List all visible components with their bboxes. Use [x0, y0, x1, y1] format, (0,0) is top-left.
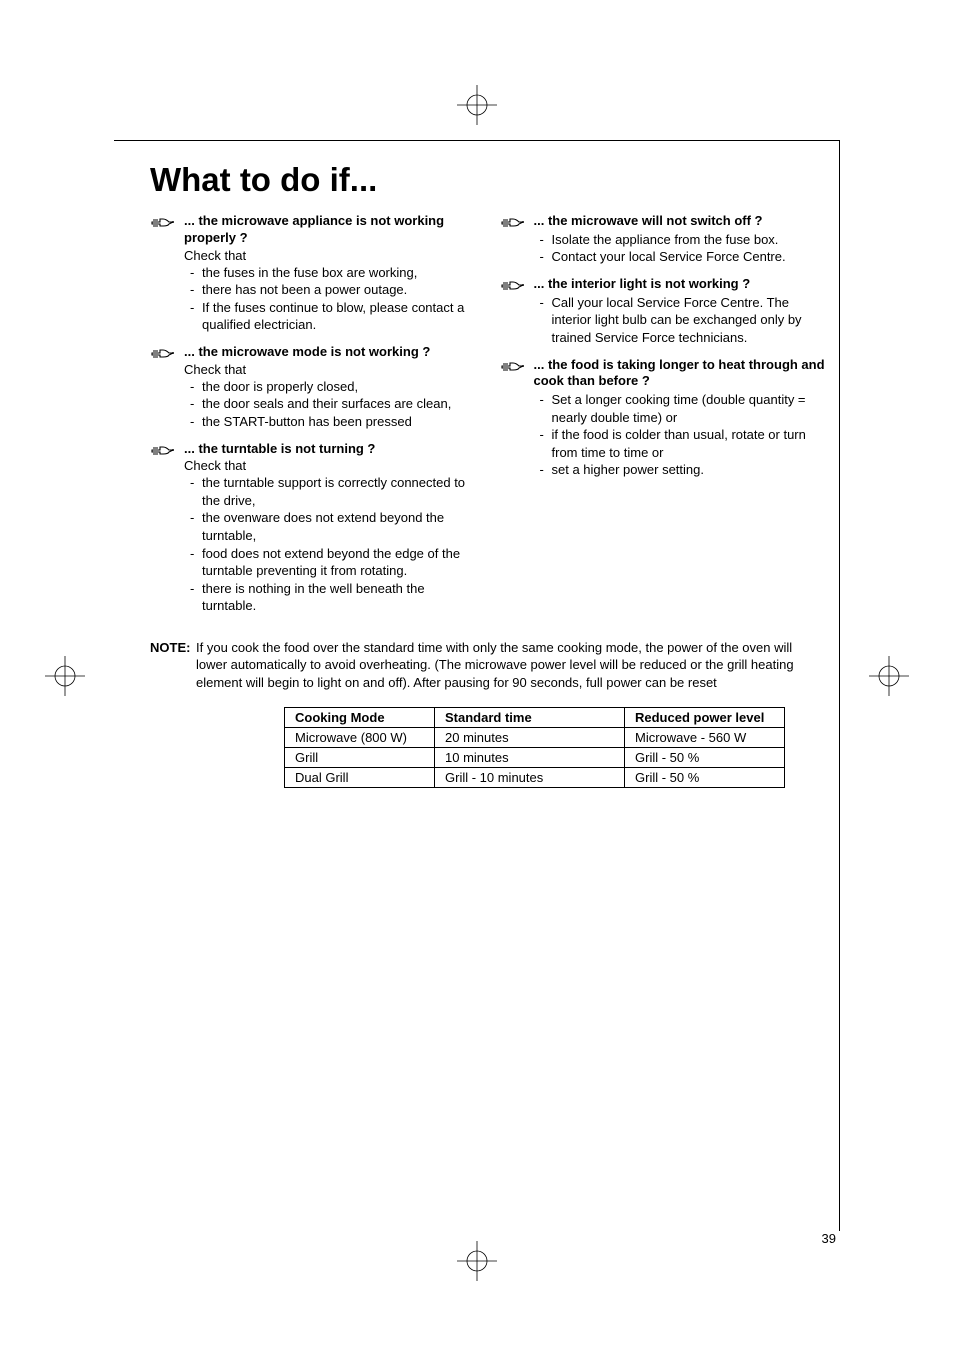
issue-list-item: if the food is colder than usual, rotate…: [534, 426, 832, 461]
issue-block: ... the microwave will not switch off ?I…: [500, 213, 832, 270]
issue-list-item: the fuses in the fuse box are working,: [184, 264, 482, 282]
table-header: Cooking Mode: [285, 708, 435, 728]
hand-pointing-icon: [150, 441, 176, 459]
issue-list-item: set a higher power setting.: [534, 461, 832, 479]
issue-list: the fuses in the fuse box are working,th…: [184, 264, 482, 334]
table-cell: Grill: [285, 748, 435, 768]
issue-title: ... the food is taking longer to heat th…: [534, 357, 832, 391]
issue-block: ... the microwave appliance is not worki…: [150, 213, 482, 338]
issue-list-item: Call your local Service Force Centre. Th…: [534, 294, 832, 347]
right-column: ... the microwave will not switch off ?I…: [500, 213, 832, 625]
issue-list: Call your local Service Force Centre. Th…: [534, 294, 832, 347]
issue-body: ... the microwave mode is not working ?C…: [184, 344, 482, 435]
table-row: Grill10 minutesGrill - 50 %: [285, 748, 785, 768]
crop-mark-left: [45, 656, 85, 696]
issue-list-item: the ovenware does not extend beyond the …: [184, 509, 482, 544]
hand-pointing-icon: [500, 213, 526, 231]
check-that-label: Check that: [184, 248, 482, 263]
troubleshoot-columns: ... the microwave appliance is not worki…: [150, 213, 831, 625]
issue-block: ... the interior light is not working ?C…: [500, 276, 832, 351]
table-cell: Grill - 10 minutes: [435, 768, 625, 788]
table-cell: Dual Grill: [285, 768, 435, 788]
note-label: NOTE:: [150, 639, 196, 692]
table-row: Dual GrillGrill - 10 minutesGrill - 50 %: [285, 768, 785, 788]
table-row: Microwave (800 W)20 minutesMicrowave - 5…: [285, 728, 785, 748]
issue-body: ... the microwave will not switch off ?I…: [534, 213, 832, 270]
issue-block: ... the turntable is not turning ?Check …: [150, 441, 482, 619]
issue-list-item: Isolate the appliance from the fuse box.: [534, 231, 832, 249]
issue-title: ... the interior light is not working ?: [534, 276, 832, 293]
hand-pointing-icon: [150, 213, 176, 231]
issue-list-item: the door seals and their surfaces are cl…: [184, 395, 482, 413]
note-text: If you cook the food over the standard t…: [196, 639, 803, 692]
issue-list-item: there has not been a power outage.: [184, 281, 482, 299]
page-number: 39: [822, 1231, 836, 1246]
issue-list-item: Set a longer cooking time (double quanti…: [534, 391, 832, 426]
issue-list-item: the turntable support is correctly conne…: [184, 474, 482, 509]
issue-list: Set a longer cooking time (double quanti…: [534, 391, 832, 479]
issue-list-item: the door is properly closed,: [184, 378, 482, 396]
issue-list-item: If the fuses continue to blow, please co…: [184, 299, 482, 334]
issue-block: ... the microwave mode is not working ?C…: [150, 344, 482, 435]
issue-body: ... the food is taking longer to heat th…: [534, 357, 832, 484]
table-header: Standard time: [435, 708, 625, 728]
hand-pointing-icon: [500, 357, 526, 375]
issue-title: ... the microwave mode is not working ?: [184, 344, 482, 361]
issue-block: ... the food is taking longer to heat th…: [500, 357, 832, 484]
check-that-label: Check that: [184, 362, 482, 377]
page-frame: What to do if... ... the microwave appli…: [114, 140, 840, 1231]
hand-pointing-icon: [150, 344, 176, 362]
crop-mark-bottom: [457, 1241, 497, 1281]
table-cell: Grill - 50 %: [625, 748, 785, 768]
note-section: NOTE: If you cook the food over the stan…: [150, 639, 803, 692]
table-header: Reduced power level: [625, 708, 785, 728]
check-that-label: Check that: [184, 458, 482, 473]
table-cell: Grill - 50 %: [625, 768, 785, 788]
issue-list-item: food does not extend beyond the edge of …: [184, 545, 482, 580]
hand-pointing-icon: [500, 276, 526, 294]
issue-list: the door is properly closed,the door sea…: [184, 378, 482, 431]
issue-body: ... the turntable is not turning ?Check …: [184, 441, 482, 619]
table-cell: 10 minutes: [435, 748, 625, 768]
issue-title: ... the microwave appliance is not worki…: [184, 213, 482, 247]
left-column: ... the microwave appliance is not worki…: [150, 213, 482, 625]
issue-list: the turntable support is correctly conne…: [184, 474, 482, 614]
table-cell: 20 minutes: [435, 728, 625, 748]
cooking-mode-table: Cooking ModeStandard timeReduced power l…: [284, 707, 785, 788]
issue-list-item: Contact your local Service Force Centre.: [534, 248, 832, 266]
table-cell: Microwave - 560 W: [625, 728, 785, 748]
issue-list-item: the START-button has been pressed: [184, 413, 482, 431]
issue-list: Isolate the appliance from the fuse box.…: [534, 231, 832, 266]
table-cell: Microwave (800 W): [285, 728, 435, 748]
issue-list-item: there is nothing in the well beneath the…: [184, 580, 482, 615]
issue-title: ... the microwave will not switch off ?: [534, 213, 832, 230]
issue-body: ... the microwave appliance is not worki…: [184, 213, 482, 338]
page-title: What to do if...: [150, 161, 839, 199]
crop-mark-top: [457, 85, 497, 125]
issue-title: ... the turntable is not turning ?: [184, 441, 482, 458]
issue-body: ... the interior light is not working ?C…: [534, 276, 832, 351]
crop-mark-right: [869, 656, 909, 696]
